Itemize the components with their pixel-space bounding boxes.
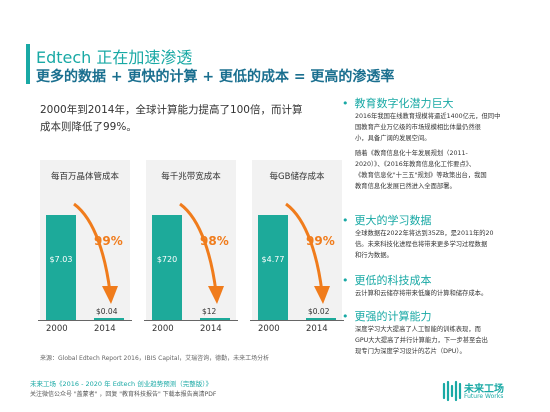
chart-baseline xyxy=(250,320,344,321)
footer-report-title: 未来工场《2016 - 2020 年 Edtech 创业趋势预测（完整版）》 xyxy=(30,380,212,388)
bar-value-label: $0.02 xyxy=(308,307,330,316)
bar-2000: $7.03 xyxy=(46,215,76,320)
bullet-icon: • xyxy=(342,274,349,287)
x-tick-label: 2000 xyxy=(258,324,280,334)
section-body-line: 教育信息化发展已然进入全面部署。 xyxy=(355,183,456,190)
section-heading: • 更低的科技成本 xyxy=(342,272,432,288)
page-title: Edtech 正在加速渗透 xyxy=(36,48,193,67)
decline-arrow-icon xyxy=(179,202,224,304)
chart-title: 每百万晶体管成本 xyxy=(50,172,119,182)
section-body: 全球数据在2022年将达到35ZB，是2011年的20 倍。未来科技化进程也将带来… xyxy=(355,228,535,261)
section-body-line: 《教育信息化"十三五"规划》等政策出台，我国 xyxy=(355,172,487,179)
bullet-icon: • xyxy=(342,97,349,110)
section-body-line: 深度学习大大提高了人工智能的训练表现，而 xyxy=(355,326,481,333)
future-works-logo: 未来工场 Future Works xyxy=(442,380,534,402)
section-body-line: 2020）》、《2016年教育信息化工作要点》、 xyxy=(355,161,476,168)
section-body: 2016年我国在线教育规模将逼近1400亿元，但同中 国教育产业万亿级的市场规模相… xyxy=(355,111,535,192)
logo-icon xyxy=(442,380,462,402)
section-body-line: GPU大大提高了并行计算能力，下一步甚至会出 xyxy=(355,337,488,344)
x-tick-label: 2014 xyxy=(94,324,116,334)
section-heading: • 更大的学习数据 xyxy=(342,212,432,228)
bar-value-label: $7.03 xyxy=(49,255,73,264)
section-body-line: 国教育产业万亿级的市场规模相比体量仍然很 xyxy=(355,124,481,131)
section-heading-text: 更大的学习数据 xyxy=(354,214,432,227)
bar-2014 xyxy=(306,318,336,320)
x-tick-label: 2000 xyxy=(46,324,68,334)
section-heading: • 教育数字化潜力巨大 xyxy=(342,95,454,111)
x-tick-label: 2014 xyxy=(200,324,222,334)
bullet-icon: • xyxy=(342,214,349,227)
section-body-line: 2016年我国在线教育规模将逼近1400亿元，但同中 xyxy=(355,113,501,120)
intro-text: 2000年到2014年，全球计算能力提高了100倍，而计算成本则降低了99%。 xyxy=(40,104,303,133)
section-body-line: 倍。未来科技化进程也将带来更多学习过程数据 xyxy=(355,241,488,248)
title-accent-bar xyxy=(26,44,30,84)
chart-baseline xyxy=(144,320,238,321)
section-heading-text: 教育数字化潜力巨大 xyxy=(354,97,454,110)
bar-value-label: $12 xyxy=(202,307,217,316)
source-note: 来源：Global Edtech Report 2016，IBIS Capita… xyxy=(40,355,270,362)
decline-arrow-icon xyxy=(285,202,330,304)
decline-arrow-icon xyxy=(73,202,118,304)
logo-subtitle: Future Works xyxy=(464,393,504,400)
section-body-line: 现专门为深度学习设计的芯片（DPU）。 xyxy=(355,348,466,355)
bar-2000: $4.77 xyxy=(258,215,288,320)
bar-value-label: $4.77 xyxy=(261,255,285,264)
section-body-line: 和行为数据。 xyxy=(355,252,393,259)
page-subtitle: 更多的数据 + 更快的计算 + 更低的成本 = 更高的渗透率 xyxy=(36,69,395,85)
x-tick-label: 2000 xyxy=(152,324,174,334)
section-body-line: 云计算和云储存将带来低廉的计算和储存成本。 xyxy=(355,290,488,297)
footer-instructions: 关注微信公众号 "盖蒙者" ，回复 "教育科技报告" 下载本报告高清PDF xyxy=(30,391,217,398)
section-heading: • 更强的计算能力 xyxy=(342,308,432,324)
section-heading-text: 更强的计算能力 xyxy=(354,310,432,323)
logo-name: 未来工场 xyxy=(464,384,504,395)
section-body: 云计算和云储存将带来低廉的计算和储存成本。 xyxy=(355,288,535,299)
section-heading-text: 更低的科技成本 xyxy=(354,274,432,287)
bar-2000: $720 xyxy=(152,215,182,320)
chart-title: 每千兆带宽成本 xyxy=(161,172,221,182)
bar-2014 xyxy=(200,318,230,320)
bar-value-label: $0.04 xyxy=(96,307,118,316)
chart-title: 每GB储存成本 xyxy=(269,172,325,182)
section-body-line: 小，具备广阔的发展空间。 xyxy=(355,135,431,142)
section-body: 深度学习大大提高了人工智能的训练表现，而 GPU大大提高了并行计算能力，下一步甚至… xyxy=(355,324,535,357)
bullet-icon: • xyxy=(342,310,349,323)
bar-value-label: $720 xyxy=(156,255,178,264)
chart-baseline xyxy=(38,320,132,321)
section-body-line: 随着《教育信息化十年发展规划（2011- xyxy=(355,150,468,157)
x-tick-label: 2014 xyxy=(306,324,328,334)
bar-2014 xyxy=(94,318,124,320)
section-body-line: 全球数据在2022年将达到35ZB，是2011年的20 xyxy=(355,230,494,237)
